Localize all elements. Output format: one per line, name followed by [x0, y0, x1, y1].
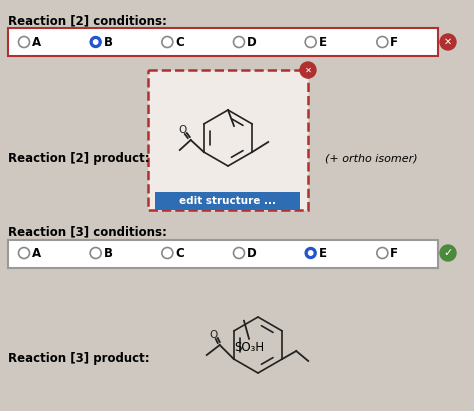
- Text: D: D: [247, 35, 257, 48]
- Text: edit structure ...: edit structure ...: [179, 196, 276, 206]
- Text: O: O: [210, 330, 218, 340]
- Text: ✕: ✕: [444, 37, 452, 47]
- Text: Reaction [3] conditions:: Reaction [3] conditions:: [8, 225, 167, 238]
- Circle shape: [309, 251, 313, 255]
- Text: C: C: [175, 35, 184, 48]
- Text: E: E: [319, 35, 327, 48]
- Text: E: E: [319, 247, 327, 259]
- Text: F: F: [390, 35, 398, 48]
- Text: ✓: ✓: [443, 248, 453, 258]
- Text: Reaction [2] product:: Reaction [2] product:: [8, 152, 150, 164]
- Text: D: D: [247, 247, 257, 259]
- Circle shape: [90, 37, 101, 48]
- Text: O: O: [179, 125, 187, 135]
- FancyBboxPatch shape: [8, 240, 438, 268]
- Text: (+ ortho isomer): (+ ortho isomer): [325, 153, 418, 163]
- Text: B: B: [104, 247, 113, 259]
- Circle shape: [305, 247, 316, 259]
- Text: ✕: ✕: [304, 65, 311, 74]
- Circle shape: [440, 34, 456, 50]
- FancyBboxPatch shape: [8, 28, 438, 56]
- Text: SO₃H: SO₃H: [234, 341, 264, 354]
- Text: F: F: [390, 247, 398, 259]
- Circle shape: [440, 245, 456, 261]
- Text: A: A: [32, 35, 41, 48]
- Text: Reaction [2] conditions:: Reaction [2] conditions:: [8, 14, 167, 27]
- Text: Reaction [3] product:: Reaction [3] product:: [8, 351, 150, 365]
- Text: B: B: [104, 35, 113, 48]
- FancyBboxPatch shape: [148, 70, 308, 210]
- Circle shape: [300, 62, 316, 78]
- FancyBboxPatch shape: [155, 192, 300, 210]
- Circle shape: [93, 40, 98, 44]
- Text: A: A: [32, 247, 41, 259]
- Text: C: C: [175, 247, 184, 259]
